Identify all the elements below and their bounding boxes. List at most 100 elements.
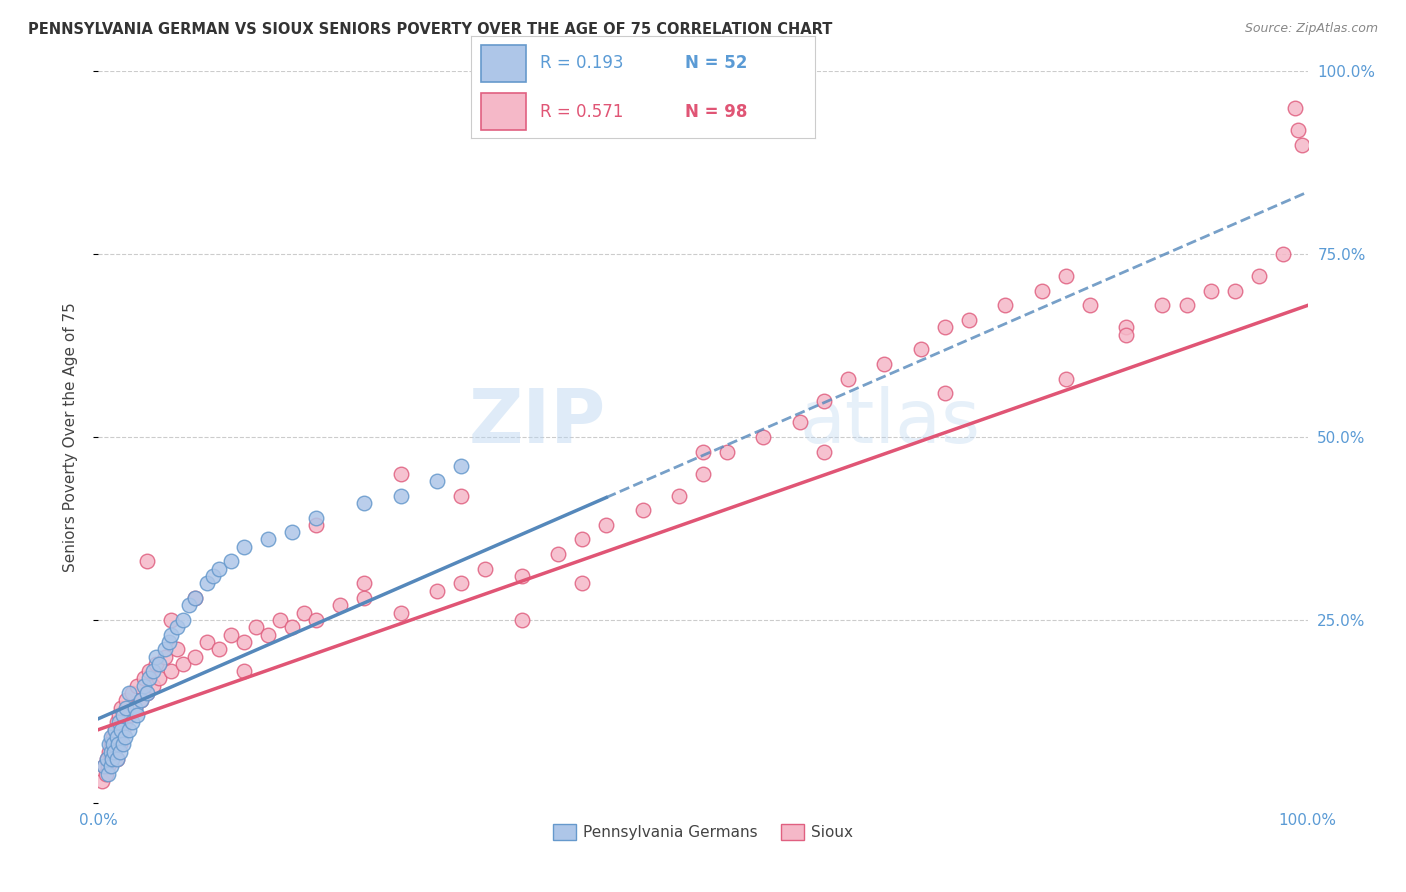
FancyBboxPatch shape [481, 45, 526, 82]
Point [166, 620, 188, 634]
Point [107, 737, 129, 751]
Point [100, 752, 122, 766]
Point [96, 752, 118, 766]
Point [426, 474, 449, 488]
Point [426, 583, 449, 598]
Text: N = 98: N = 98 [685, 103, 747, 120]
Point [1175, 298, 1198, 312]
Point [134, 672, 156, 686]
Point [148, 657, 170, 671]
Point [108, 737, 131, 751]
Point [105, 730, 128, 744]
Point [1286, 123, 1309, 137]
Text: N = 52: N = 52 [685, 54, 747, 72]
Point [107, 730, 129, 744]
Point [1199, 284, 1222, 298]
Point [124, 700, 146, 714]
Point [934, 386, 956, 401]
Point [837, 371, 859, 385]
Point [129, 693, 152, 707]
Point [232, 540, 254, 554]
Point [1272, 247, 1295, 261]
Point [135, 686, 157, 700]
Point [245, 620, 267, 634]
Point [110, 700, 132, 714]
Point [115, 693, 138, 707]
Point [1054, 269, 1077, 284]
Text: R = 0.571: R = 0.571 [540, 103, 623, 120]
Text: ZIP: ZIP [470, 386, 606, 459]
Point [118, 708, 141, 723]
Point [121, 686, 143, 700]
Point [221, 627, 243, 641]
Point [281, 620, 304, 634]
Point [716, 444, 738, 458]
Point [256, 533, 278, 547]
Point [98, 745, 121, 759]
Point [994, 298, 1017, 312]
Point [305, 613, 328, 627]
Point [118, 686, 141, 700]
Point [353, 591, 375, 605]
Point [1223, 284, 1246, 298]
Point [160, 664, 183, 678]
Point [97, 759, 120, 773]
Point [1291, 137, 1313, 152]
Point [138, 672, 160, 686]
Point [305, 510, 328, 524]
Point [160, 627, 183, 641]
Point [269, 613, 291, 627]
Point [129, 693, 152, 707]
Point [115, 700, 138, 714]
Point [94, 766, 117, 780]
Point [134, 679, 156, 693]
Point [184, 649, 207, 664]
Point [195, 635, 218, 649]
Point [153, 649, 176, 664]
Point [389, 489, 412, 503]
Point [101, 730, 124, 744]
Point [172, 657, 194, 671]
Point [910, 343, 932, 357]
Point [96, 752, 118, 766]
Point [111, 737, 134, 751]
Point [547, 547, 569, 561]
Point [101, 737, 124, 751]
Point [100, 752, 122, 766]
Point [179, 599, 201, 613]
Point [172, 613, 194, 627]
Point [1115, 327, 1137, 342]
Point [127, 679, 149, 693]
Point [668, 489, 690, 503]
Point [97, 766, 120, 780]
Point [202, 569, 225, 583]
Point [450, 576, 472, 591]
FancyBboxPatch shape [481, 93, 526, 130]
Point [105, 752, 128, 766]
Point [256, 627, 278, 641]
Y-axis label: Seniors Poverty Over the Age of 75: Seniors Poverty Over the Age of 75 [63, 302, 77, 572]
Point [184, 591, 207, 605]
Point [389, 606, 412, 620]
Point [292, 606, 315, 620]
Point [510, 613, 533, 627]
Point [142, 679, 165, 693]
Point [1284, 101, 1306, 115]
Point [135, 554, 157, 568]
Point [957, 313, 980, 327]
Point [184, 591, 207, 605]
Point [100, 759, 122, 773]
Point [281, 525, 304, 540]
Point [813, 444, 835, 458]
Text: PENNSYLVANIA GERMAN VS SIOUX SENIORS POVERTY OVER THE AGE OF 75 CORRELATION CHAR: PENNSYLVANIA GERMAN VS SIOUX SENIORS POV… [28, 22, 832, 37]
Point [114, 730, 136, 744]
Point [108, 745, 131, 759]
Point [813, 393, 835, 408]
Point [1115, 320, 1137, 334]
Point [135, 686, 157, 700]
Point [208, 642, 231, 657]
Point [108, 708, 131, 723]
Point [100, 745, 122, 759]
Point [232, 664, 254, 678]
Point [103, 745, 125, 759]
